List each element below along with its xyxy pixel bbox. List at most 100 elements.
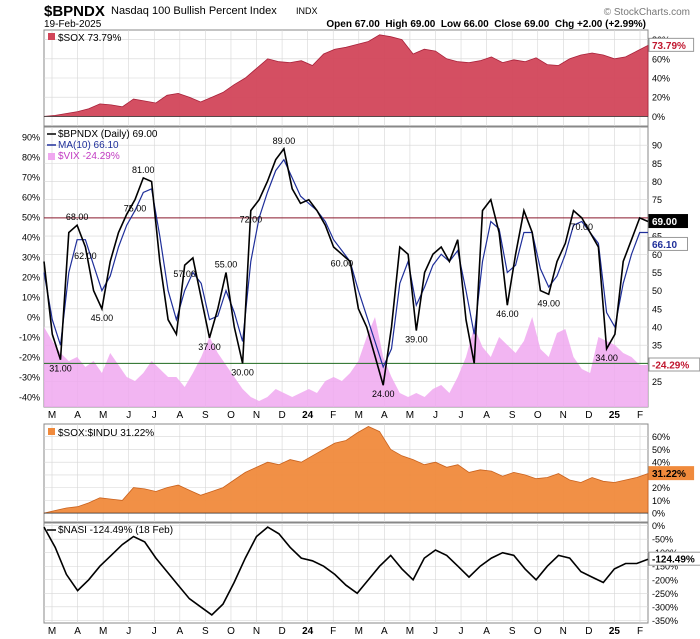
x-month-label: A	[381, 626, 388, 637]
ma-legend: MA(10) 66.10	[58, 140, 119, 151]
vix-y-tick: -20%	[19, 353, 40, 363]
x-month-label: J	[459, 410, 464, 421]
bpndx-annotation: 46.00	[496, 309, 519, 319]
x-month-label: N	[253, 410, 260, 421]
x-month-label: 24	[302, 410, 314, 421]
x-month-label: N	[560, 626, 567, 637]
vix-y-tick: -30%	[19, 373, 40, 383]
ratio-y-tick: 40%	[652, 458, 670, 468]
ratio-area	[43, 426, 649, 514]
x-month-label: A	[74, 626, 81, 637]
x-month-label: A	[381, 410, 388, 421]
sox-legend: $SOX 73.79%	[58, 33, 121, 44]
x-month-label: M	[48, 626, 56, 637]
attribution: © StockCharts.com	[604, 7, 690, 18]
x-month-label: N	[253, 626, 260, 637]
bpndx-annotation: 30.00	[231, 367, 254, 377]
nasi-last-value-box	[648, 551, 700, 566]
vix-y-tick: -40%	[19, 393, 40, 403]
sox-y-tick: 60%	[652, 54, 670, 64]
bpndx-last-value-box	[648, 214, 688, 229]
x-month-label: O	[227, 626, 235, 637]
x-month-label: D	[278, 626, 285, 637]
x-month-label: J	[459, 626, 464, 637]
vix-area	[44, 317, 648, 407]
x-month-label: D	[278, 410, 285, 421]
sox-last-value-box	[648, 37, 695, 52]
vix-y-tick: 0%	[27, 313, 40, 323]
bpndx-y-tick: 85	[652, 159, 662, 169]
x-month-label: J	[126, 626, 131, 637]
chart-name: Nasdaq 100 Bullish Percent Index	[111, 5, 277, 17]
bpndx-annotation: 31.00	[49, 364, 72, 374]
x-month-label: J	[126, 410, 131, 421]
ratio-y-tick: 10%	[652, 496, 670, 506]
vix-y-tick: 50%	[22, 213, 40, 223]
nasi-panel	[43, 522, 649, 624]
x-month-label: F	[637, 626, 643, 637]
x-month-label: F	[637, 410, 643, 421]
nasi-y-tick: -200%	[652, 575, 678, 585]
bpndx-annotation: 45.00	[91, 313, 114, 323]
x-month-label: M	[406, 626, 414, 637]
ratio-y-tick: 0%	[652, 509, 665, 519]
vix-last-value: -24.29%	[652, 361, 689, 372]
vix-y-tick: -10%	[19, 333, 40, 343]
ma-last-value-box	[648, 236, 688, 251]
x-month-label: 24	[302, 626, 314, 637]
bpndx-last-value: 69.00	[652, 217, 677, 228]
chart-exchange: INDX	[296, 6, 318, 16]
x-month-label: M	[355, 626, 363, 637]
ratio-legend: $SOX:$INDU 31.22%	[58, 428, 154, 439]
sox-last-value: 73.79%	[652, 41, 686, 52]
nasi-y-tick: 0%	[652, 521, 665, 531]
x-month-label: A	[176, 410, 183, 421]
bpndx-annotation: 49.00	[537, 298, 560, 308]
chart-symbol: $BPNDX	[44, 3, 105, 20]
ohlc-readout: Open 67.00 High 69.00 Low 66.00 Close 69…	[326, 19, 646, 30]
x-month-label: S	[202, 410, 209, 421]
ratio-y-tick: 60%	[652, 432, 670, 442]
x-month-label: F	[330, 626, 336, 637]
bpndx-line	[43, 146, 649, 386]
bpndx-annotation: 37.00	[198, 342, 221, 352]
bpndx-annotation: 34.00	[595, 353, 618, 363]
x-month-label: S	[509, 410, 516, 421]
bpndx-y-tick: 25	[652, 377, 662, 387]
vix-legend: $VIX -24.29%	[58, 151, 120, 162]
nasi-y-tick: -350%	[652, 616, 678, 626]
bpndx-annotation: 62.00	[74, 251, 97, 261]
x-month-label: J	[433, 410, 438, 421]
vix-y-tick: 40%	[22, 233, 40, 243]
x-month-label: A	[483, 410, 490, 421]
bpndx-y-tick: 35	[652, 341, 662, 351]
x-month-label: N	[560, 410, 567, 421]
vix-y-tick: 30%	[22, 253, 40, 263]
bpndx-annotation: 81.00	[132, 165, 155, 175]
x-month-label: J	[433, 626, 438, 637]
nasi-y-tick: -50%	[652, 535, 673, 545]
x-month-label: M	[48, 410, 56, 421]
x-month-label: S	[509, 626, 516, 637]
vix-y-tick: 10%	[22, 293, 40, 303]
bpndx-annotation: 39.00	[405, 335, 428, 345]
nasi-line	[43, 526, 649, 616]
bpndx-legend: $BPNDX (Daily) 69.00	[58, 129, 158, 140]
bpndx-y-tick: 40	[652, 323, 662, 333]
nasi-y-tick: -250%	[652, 589, 678, 599]
bpndx-y-tick: 60	[652, 250, 662, 260]
bpndx-annotation: 60.00	[331, 258, 354, 268]
bpndx-y-tick: 90	[652, 141, 662, 151]
x-month-label: O	[534, 626, 542, 637]
x-month-label: M	[99, 626, 107, 637]
bpndx-annotation: 57.00	[173, 269, 196, 279]
bpndx-annotation: 70.00	[571, 222, 594, 232]
bpndx-y-tick: 55	[652, 268, 662, 278]
vix-y-tick: 20%	[22, 273, 40, 283]
vix-y-tick: 70%	[22, 173, 40, 183]
bpndx-annotation: 72.00	[240, 215, 263, 225]
x-month-label: O	[227, 410, 235, 421]
ratio-last-value: 31.22%	[652, 469, 686, 480]
nasi-legend: $NASI -124.49% (18 Feb)	[58, 525, 173, 536]
